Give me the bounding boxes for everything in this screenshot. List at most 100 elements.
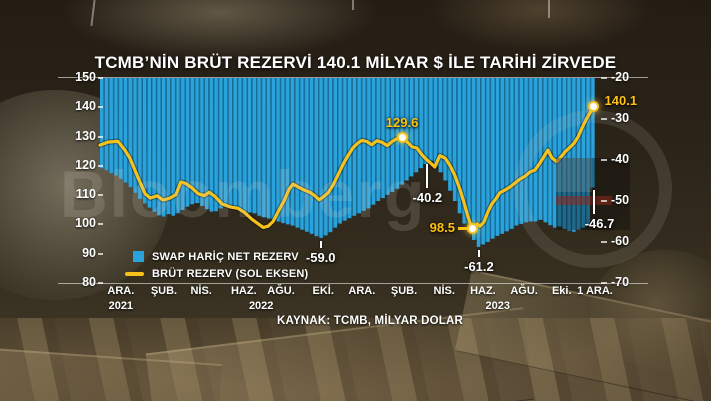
line-series-swatch <box>125 271 144 276</box>
bar-gap-shade <box>365 78 368 209</box>
net-reserve-bar <box>309 78 314 234</box>
legend-item-gross-reserve: BRÜT REZERV (SOL EKSEN) <box>125 265 308 282</box>
bar-gap-shade <box>480 78 482 245</box>
bar-gap-shade <box>227 78 229 206</box>
bar-gap-shade <box>432 78 434 161</box>
net-reserve-bar <box>185 78 190 207</box>
net-reserve-bar <box>452 78 457 201</box>
bar-gap-shade <box>236 78 239 208</box>
bar-gap-shade <box>403 78 406 181</box>
net-reserve-bar <box>419 78 423 169</box>
net-reserve-bar <box>524 78 528 223</box>
net-reserve-bar <box>491 78 495 239</box>
bar-gap-shade <box>313 78 315 234</box>
right-axis-tick <box>601 282 607 284</box>
bar-gap-shade <box>451 78 453 191</box>
bar-gap-shade <box>337 78 339 224</box>
bar-gap-shade <box>208 78 210 210</box>
left-axis-tick <box>98 135 103 138</box>
net-reserve-bar <box>190 78 195 205</box>
net-reserve-bar <box>123 78 128 183</box>
bar-gap-shade <box>318 78 320 237</box>
bar-gap-shade <box>289 78 291 225</box>
bar-gap-shade <box>499 78 501 234</box>
net-reserve-bar <box>495 78 500 236</box>
left-axis-tick <box>98 77 103 79</box>
right-axis-tick-label: -70 <box>611 275 630 289</box>
bar-gap-shade <box>241 78 244 210</box>
bar-gap-shade <box>170 78 172 215</box>
left-axis-tick-label: 100 <box>75 216 96 231</box>
net-reserve-bar <box>300 78 304 230</box>
bar-gap-shade <box>427 78 430 161</box>
x-axis-year-label: 2022 <box>248 300 274 312</box>
net-reserve-bar <box>486 78 490 242</box>
x-axis-month-label: NİS. <box>433 285 455 297</box>
bar-gap-shade <box>327 78 329 233</box>
bar-gap-shade <box>456 78 458 201</box>
net-reserve-bar <box>576 78 581 230</box>
net-reserve-bar <box>467 78 471 232</box>
net-reserve-bar <box>157 78 161 216</box>
net-reserve-bar <box>400 78 404 185</box>
net-reserve-bar <box>429 78 433 161</box>
net-reserve-bar <box>338 78 342 224</box>
net-reserve-bar <box>247 78 252 213</box>
bar-gap-shade <box>112 78 115 174</box>
bar-gap-shade <box>251 78 253 213</box>
bar-gap-shade <box>389 78 391 192</box>
right-axis-tick-label: -30 <box>611 111 630 125</box>
net-reserve-bar <box>204 78 209 210</box>
net-reserve-bar <box>462 78 466 224</box>
bar-gap-shade <box>270 78 272 219</box>
bar-gap-shade <box>566 78 568 229</box>
bar-gap-shade <box>203 78 205 206</box>
net-reserve-bar <box>553 78 557 228</box>
net-reserve-bar <box>219 78 223 209</box>
net-reserve-bar <box>557 78 562 227</box>
bar-gap-shade <box>513 78 515 226</box>
net-reserve-bar <box>181 78 185 211</box>
net-reserve-bar <box>257 78 261 216</box>
left-axis-tick-label: 130 <box>75 128 96 143</box>
bar-gap-shade <box>484 78 487 242</box>
net-reserve-bar <box>128 78 133 188</box>
bar-gap-shade <box>275 78 277 220</box>
bar-gap-shade <box>155 78 158 212</box>
net-reserve-bar <box>228 78 233 207</box>
bar-gap-shade <box>217 78 220 209</box>
x-axis-month-label: AĞU. <box>267 285 295 297</box>
left-axis-tick <box>98 282 103 284</box>
net-reserve-bar <box>581 78 586 228</box>
left-axis-tick <box>98 106 103 109</box>
bar-gap-shade <box>332 78 334 228</box>
net-reserve-bar <box>534 78 538 222</box>
bar-gap-shade <box>256 78 258 214</box>
plot-top-border <box>58 77 648 78</box>
x-axis-month-label: NİS. <box>190 285 212 297</box>
net-reserve-bar <box>152 78 156 212</box>
net-reserve-bar <box>142 78 147 204</box>
bar-gap-shade <box>465 78 468 224</box>
net-reserve-bar <box>505 78 509 232</box>
net-reserve-bar <box>376 78 381 201</box>
net-reserve-bar <box>214 78 218 212</box>
net-reserve-bar <box>224 78 228 206</box>
bar-gap-shade <box>279 78 282 222</box>
net-reserve-bar <box>362 78 366 211</box>
net-reserve-bar <box>357 78 361 214</box>
net-reserve-bar <box>114 78 118 176</box>
bar-gap-shade <box>561 78 563 227</box>
net-reserve-bar <box>543 78 547 223</box>
bar-gap-shade <box>108 78 110 171</box>
bar-gap-shade <box>213 78 215 212</box>
net-reserve-bar <box>443 78 447 181</box>
net-reserve-bar <box>100 78 104 169</box>
bar-gap-shade <box>341 78 344 221</box>
bar-gap-shade <box>322 78 325 236</box>
x-axis-month-label: ŞUB. <box>390 285 418 297</box>
right-axis-tick-label: -40 <box>611 152 630 166</box>
net-reserve-bar <box>171 78 175 216</box>
bar-series-swatch <box>133 251 144 262</box>
bar-gap-shade <box>585 78 587 226</box>
